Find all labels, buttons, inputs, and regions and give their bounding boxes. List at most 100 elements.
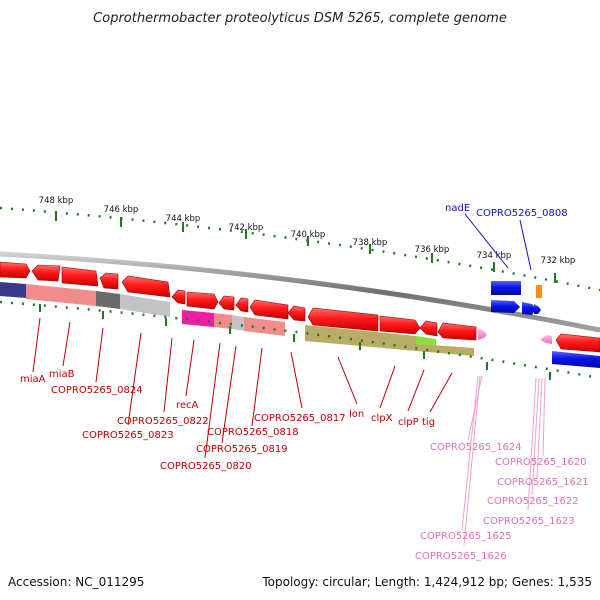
leader-line	[221, 345, 237, 444]
leader-line	[163, 337, 173, 413]
leader-line	[251, 347, 263, 427]
forward-genes	[0, 261, 600, 353]
leader-line	[185, 339, 195, 397]
gene-arrow-blue	[522, 302, 536, 315]
kbp-label: 734 kbp	[477, 251, 512, 261]
gene-label-lon[interactable]: lon	[349, 409, 364, 420]
kbp-label: 736 kbp	[415, 245, 450, 255]
gene-arrow	[186, 291, 219, 310]
gene-label-copro5265-1625[interactable]: COPRO5265_1625	[420, 531, 512, 542]
gene-label-copro5265-0808[interactable]: COPRO5265_0808	[476, 208, 568, 219]
leader-line	[536, 377, 543, 479]
kbp-label: 742 kbp	[229, 223, 264, 233]
gene-label-miaB[interactable]: miaB	[49, 369, 75, 380]
feature-band	[305, 325, 416, 351]
feature-band	[214, 313, 232, 329]
kbp-label: 732 kbp	[541, 256, 576, 266]
genome-backbone	[0, 251, 600, 333]
leader-line	[204, 342, 221, 459]
gene-arrow	[555, 333, 600, 353]
leader-line	[467, 375, 483, 441]
genome-summary-text: Topology: circular; Length: 1,424,912 bp…	[261, 575, 592, 589]
gene-arrow	[31, 264, 61, 282]
gene-arrow	[437, 322, 477, 341]
leader-line	[407, 369, 425, 412]
gene-arrow	[61, 266, 99, 287]
gene-label-copro5265-0818[interactable]: COPRO5265_0818	[207, 427, 299, 438]
leader-line	[531, 377, 540, 496]
leader-line	[379, 365, 396, 409]
feature-band	[232, 315, 244, 331]
feature-band	[0, 282, 26, 298]
map-title: Coprothermobacter proteolyticus DSM 5265…	[93, 11, 507, 26]
gene-label-copro5265-0819[interactable]: COPRO5265_0819	[196, 444, 288, 455]
gene-arrow-blue	[491, 300, 520, 313]
accession-text: Accession: NC_011295	[8, 575, 144, 589]
leader-line	[290, 351, 303, 409]
feature-band	[182, 310, 214, 327]
gene-arrow-small	[540, 335, 552, 344]
leader-line	[463, 375, 481, 546]
gene-arrow-orange	[536, 285, 542, 298]
gene-arrow	[419, 320, 438, 337]
kbp-label: 744 kbp	[166, 214, 201, 224]
feature-band	[96, 291, 120, 309]
gene-label-copro5265-1620[interactable]: COPRO5265_1620	[495, 457, 587, 468]
kbp-label: 746 kbp	[104, 205, 139, 215]
gene-arrow-blue	[491, 281, 521, 295]
leader-line	[527, 377, 537, 511]
gene-label-nadE[interactable]: nadE	[445, 203, 470, 214]
gene-label-clpX[interactable]: clpX	[371, 413, 393, 424]
blue-genes	[491, 281, 600, 368]
gene-arrow	[99, 272, 119, 290]
gene-arrow	[218, 295, 235, 311]
leader-line	[62, 321, 71, 367]
gene-label-miaA[interactable]: miaA	[20, 374, 46, 385]
gene-label-copro5265-0823[interactable]: COPRO5265_0823	[82, 430, 174, 441]
kbp-label: 738 kbp	[353, 238, 388, 248]
gene-label-recA[interactable]: recA	[176, 400, 199, 411]
gene-label-copro5265-0824[interactable]: COPRO5265_0824	[51, 385, 143, 396]
gene-label-copro5265-1623[interactable]: COPRO5265_1623	[483, 516, 575, 527]
leader-line	[519, 219, 532, 271]
gene-arrow-small	[478, 328, 487, 340]
feature-band	[26, 284, 96, 306]
kbp-label: 740 kbp	[291, 230, 326, 240]
gene-label-tig[interactable]: tig	[422, 417, 435, 428]
gene-arrow-blue	[552, 351, 600, 368]
gene-label-copro5265-1626[interactable]: COPRO5265_1626	[415, 551, 507, 562]
leader-line	[95, 327, 104, 383]
gene-arrow	[287, 305, 306, 322]
gene-label-copro5265-0817[interactable]: COPRO5265_0817	[254, 413, 346, 424]
gene-arrow	[235, 297, 249, 313]
leader-line	[542, 377, 546, 457]
red-gene-labels: miaA miaB COPRO5265_0824 recA COPRO5265_…	[20, 317, 453, 472]
feature-band	[416, 344, 474, 356]
kbp-label: 748 kbp	[39, 196, 74, 206]
leader-line	[464, 213, 509, 269]
gene-label-copro5265-1621[interactable]: COPRO5265_1621	[497, 477, 589, 488]
leader-line	[32, 317, 41, 373]
gene-label-copro5265-0820[interactable]: COPRO5265_0820	[160, 461, 252, 472]
gene-label-copro5265-1624[interactable]: COPRO5265_1624	[430, 442, 522, 453]
gene-label-copro5265-0822[interactable]: COPRO5265_0822	[117, 416, 209, 427]
gene-arrow	[121, 275, 171, 298]
gene-arrow	[0, 261, 31, 279]
gene-arrow	[171, 289, 186, 305]
feature-band	[244, 317, 285, 336]
kbp-ticks: 748 kbp 746 kbp 744 kbp 742 kbp 740 kbp …	[39, 196, 576, 283]
gene-label-clpP[interactable]: clpP	[398, 417, 419, 428]
feature-band	[416, 336, 436, 346]
leader-line	[461, 375, 479, 531]
gene-arrow	[379, 315, 421, 335]
blue-gene-labels: nadE COPRO5265_0808	[445, 203, 568, 271]
pink-gene-labels: COPRO5265_1624 COPRO5265_1620 COPRO5265_…	[415, 375, 589, 562]
gene-label-copro5265-1622[interactable]: COPRO5265_1622	[487, 496, 579, 507]
inner-ruler-ticks	[39, 304, 551, 380]
feature-band	[120, 294, 170, 317]
leader-line	[429, 372, 453, 413]
leader-line	[337, 356, 358, 405]
gene-arrow-blue	[534, 304, 541, 314]
